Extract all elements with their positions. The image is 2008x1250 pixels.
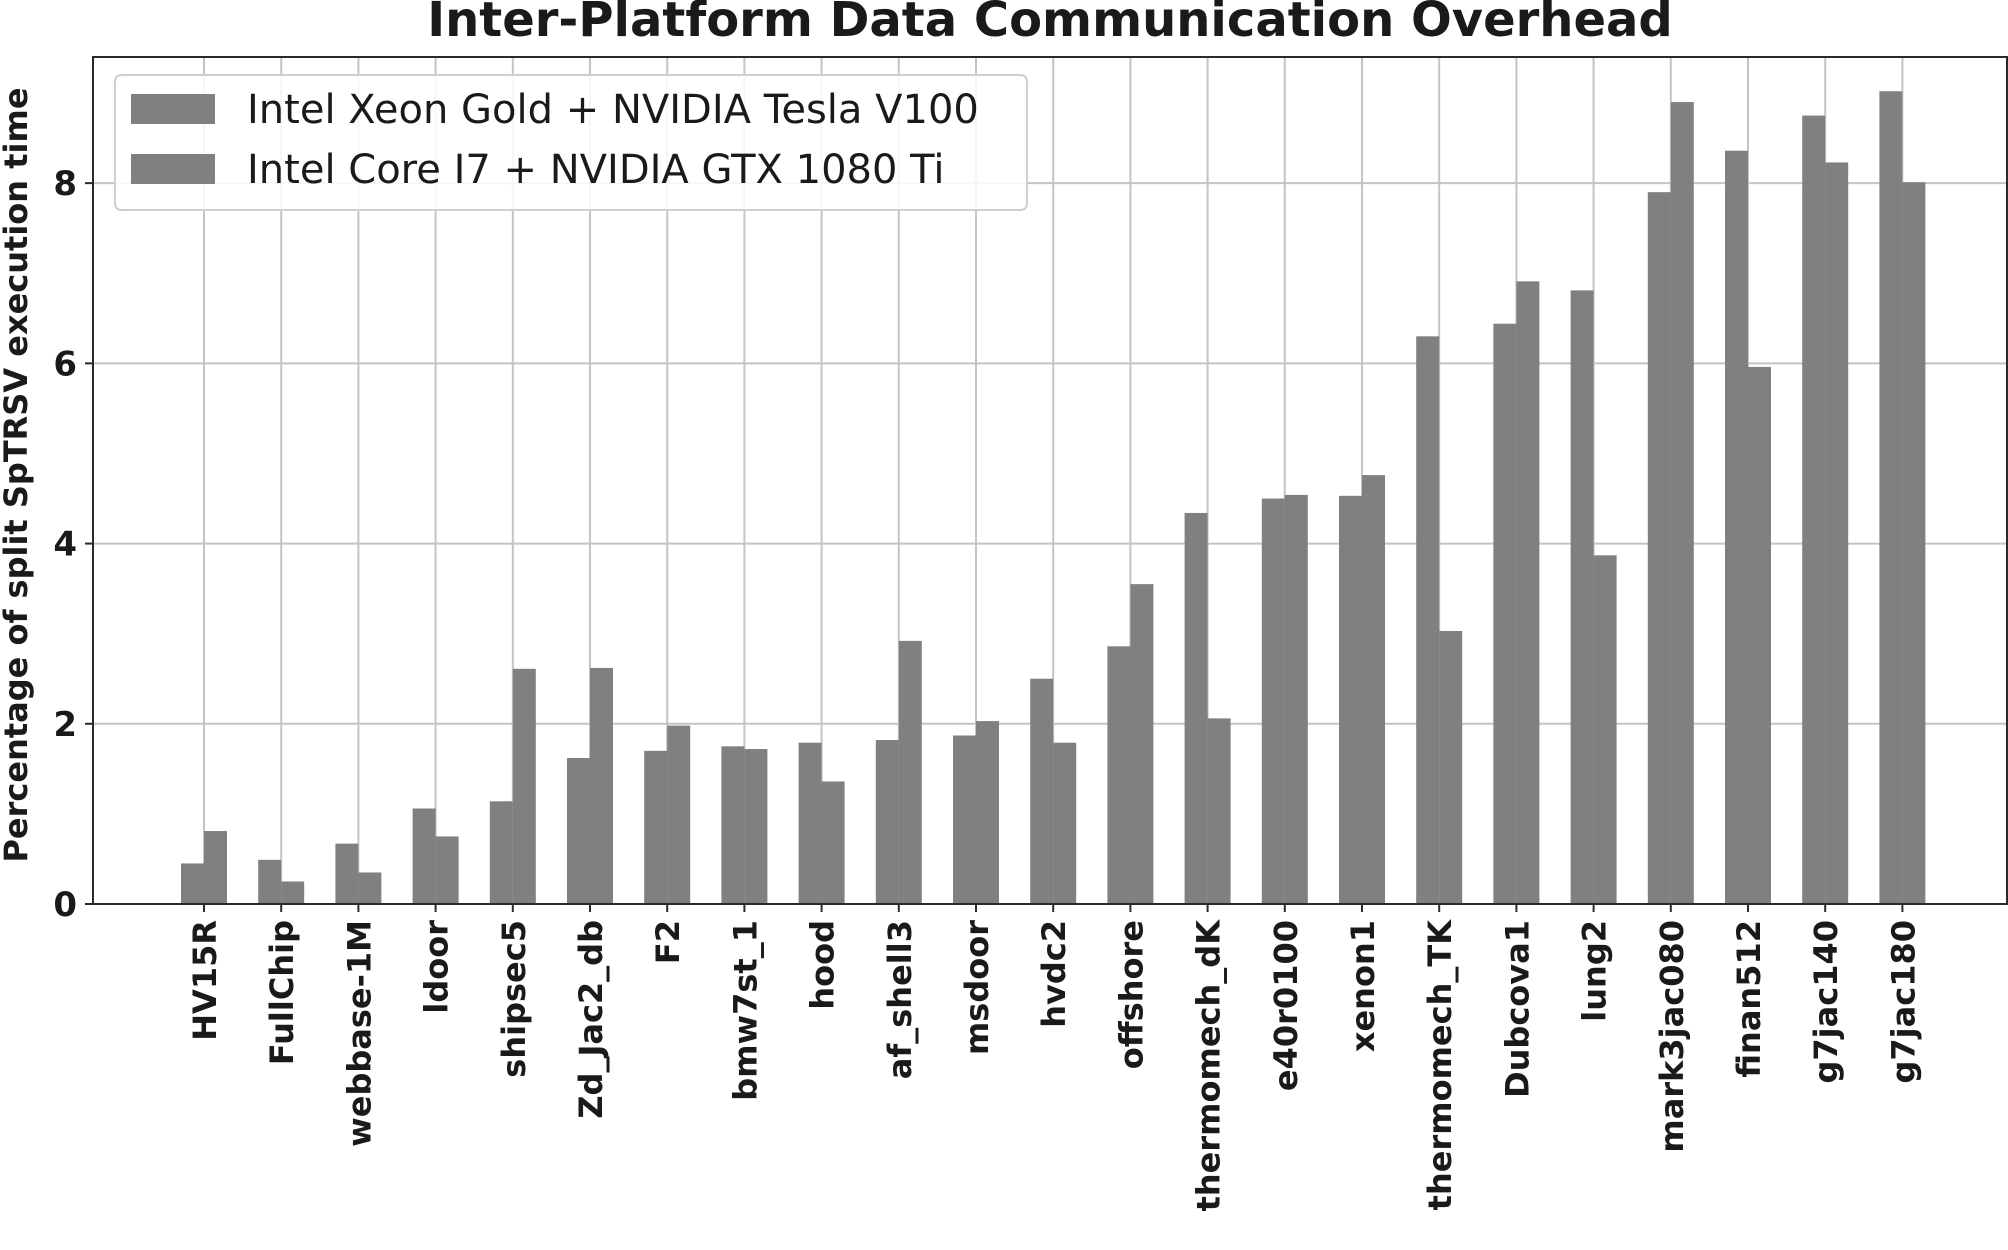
bar-xeon-v100-Dubcova1 <box>1493 323 1517 904</box>
legend: Intel Xeon Gold + NVIDIA Tesla V100 Intel… <box>114 74 1028 211</box>
x-tick-label: HV15R <box>186 920 224 1041</box>
x-axis-ticks: HV15R FullChip webbase-1M ldoor shipsec5 Zd_J… <box>186 904 1922 1211</box>
bar-xeon-v100-shipsec5 <box>489 801 513 904</box>
bar-xeon-v100-offshore <box>1107 646 1131 904</box>
x-tick-label: g7jac140 <box>1807 920 1845 1084</box>
x-tick-label: finan512 <box>1730 920 1768 1078</box>
x-tick-label: ldoor <box>418 920 456 1014</box>
bar-i7-gtx1080ti-thermomech_dK <box>1207 718 1231 904</box>
x-tick-label: thermomech_dK <box>1190 919 1228 1212</box>
x-tick-label: offshore <box>1112 920 1150 1069</box>
y-tick-label: 4 <box>53 525 77 565</box>
plot-frame <box>92 56 2008 905</box>
bar-i7-gtx1080ti-g7jac180 <box>1902 182 1926 905</box>
legend-box <box>114 74 1028 211</box>
bar-xeon-v100-Zd_Jac2_db <box>567 758 590 904</box>
bar-i7-gtx1080ti-FullChip <box>281 881 305 904</box>
x-tick-label: webbase-1M <box>340 920 378 1147</box>
x-tick-label: af_shell3 <box>881 920 919 1079</box>
legend-swatch <box>131 154 215 184</box>
bar-i7-gtx1080ti-hvdc2 <box>1053 742 1077 904</box>
x-tick-label: F2 <box>649 920 687 964</box>
bar-xeon-v100-hood <box>798 742 822 904</box>
y-tick-label: 0 <box>53 885 77 925</box>
bar-i7-gtx1080ti-ldoor <box>435 836 459 904</box>
bar-i7-gtx1080ti-thermomech_TK <box>1439 630 1463 904</box>
bar-xeon-v100-g7jac180 <box>1879 91 1903 905</box>
chart-title: Inter-Platform Data Communication Overhe… <box>427 0 1673 48</box>
bar-i7-gtx1080ti-msdoor <box>976 721 999 904</box>
bar-xeon-v100-thermomech_TK <box>1416 336 1440 904</box>
bar-xeon-v100-finan512 <box>1725 150 1748 904</box>
x-tick-label: Zd_Jac2_db <box>572 920 610 1119</box>
bar-i7-gtx1080ti-af_shell3 <box>898 640 922 904</box>
legend-label: Intel Core I7 + NVIDIA GTX 1080 Ti <box>247 147 944 193</box>
y-tick-label: 8 <box>53 164 77 204</box>
bar-xeon-v100-xenon1 <box>1339 495 1362 904</box>
y-axis-label: Percentage of split SpTRSV execution tim… <box>0 87 35 862</box>
bars <box>181 91 1926 905</box>
x-tick-label: hood <box>804 920 842 1010</box>
y-tick-label: 6 <box>53 344 77 384</box>
bar-xeon-v100-hvdc2 <box>1030 678 1054 904</box>
bar-xeon-v100-bmw7st_1 <box>721 746 745 904</box>
x-tick-label: hvdc2 <box>1035 920 1073 1028</box>
bar-i7-gtx1080ti-xenon1 <box>1362 475 1385 904</box>
bar-xeon-v100-af_shell3 <box>875 740 899 904</box>
bar-i7-gtx1080ti-mark3jac080 <box>1670 102 1694 904</box>
bar-xeon-v100-e40r0100 <box>1261 498 1285 904</box>
bar-i7-gtx1080ti-g7jac140 <box>1825 162 1849 905</box>
bar-i7-gtx1080ti-lung2 <box>1593 555 1617 904</box>
bar-i7-gtx1080ti-offshore <box>1130 584 1154 904</box>
y-axis-ticks: 0 2 4 6 8 <box>53 164 93 925</box>
x-tick-label: g7jac180 <box>1884 920 1922 1084</box>
x-tick-label: xenon1 <box>1344 920 1382 1052</box>
bar-i7-gtx1080ti-webbase-1M <box>358 872 382 904</box>
legend-label: Intel Xeon Gold + NVIDIA Tesla V100 <box>247 87 979 133</box>
legend-swatch <box>131 94 215 124</box>
x-tick-label: lung2 <box>1576 920 1614 1022</box>
bar-xeon-v100-FullChip <box>258 859 282 904</box>
bar-i7-gtx1080ti-Dubcova1 <box>1516 281 1540 905</box>
x-tick-label: e40r0100 <box>1267 920 1305 1091</box>
bar-xeon-v100-mark3jac080 <box>1647 192 1671 905</box>
x-tick-label: Dubcova1 <box>1498 920 1536 1098</box>
bar-xeon-v100-lung2 <box>1570 290 1594 905</box>
x-tick-label: bmw7st_1 <box>726 920 764 1101</box>
x-tick-label: mark3jac080 <box>1653 920 1691 1153</box>
y-tick-label: 2 <box>53 705 77 745</box>
bar-xeon-v100-HV15R <box>181 863 204 904</box>
bar-i7-gtx1080ti-Zd_Jac2_db <box>590 667 613 904</box>
bar-xeon-v100-msdoor <box>953 735 976 904</box>
bar-i7-gtx1080ti-e40r0100 <box>1284 494 1308 904</box>
bar-xeon-v100-g7jac140 <box>1802 115 1826 904</box>
x-tick-label: msdoor <box>958 920 996 1055</box>
bar-i7-gtx1080ti-finan512 <box>1748 366 1771 904</box>
bar-xeon-v100-ldoor <box>412 808 436 904</box>
bar-xeon-v100-webbase-1M <box>335 843 359 904</box>
bar-i7-gtx1080ti-hood <box>821 781 845 904</box>
x-tick-label: shipsec5 <box>495 920 533 1078</box>
bar-xeon-v100-thermomech_dK <box>1184 512 1208 904</box>
bar-i7-gtx1080ti-bmw7st_1 <box>744 749 768 904</box>
x-tick-label: thermomech_TK <box>1421 919 1459 1211</box>
bar-i7-gtx1080ti-shipsec5 <box>512 668 536 904</box>
bar-i7-gtx1080ti-F2 <box>667 725 691 904</box>
bar-i7-gtx1080ti-HV15R <box>204 831 227 904</box>
x-tick-label: FullChip <box>263 920 301 1065</box>
bar-xeon-v100-F2 <box>644 750 668 904</box>
